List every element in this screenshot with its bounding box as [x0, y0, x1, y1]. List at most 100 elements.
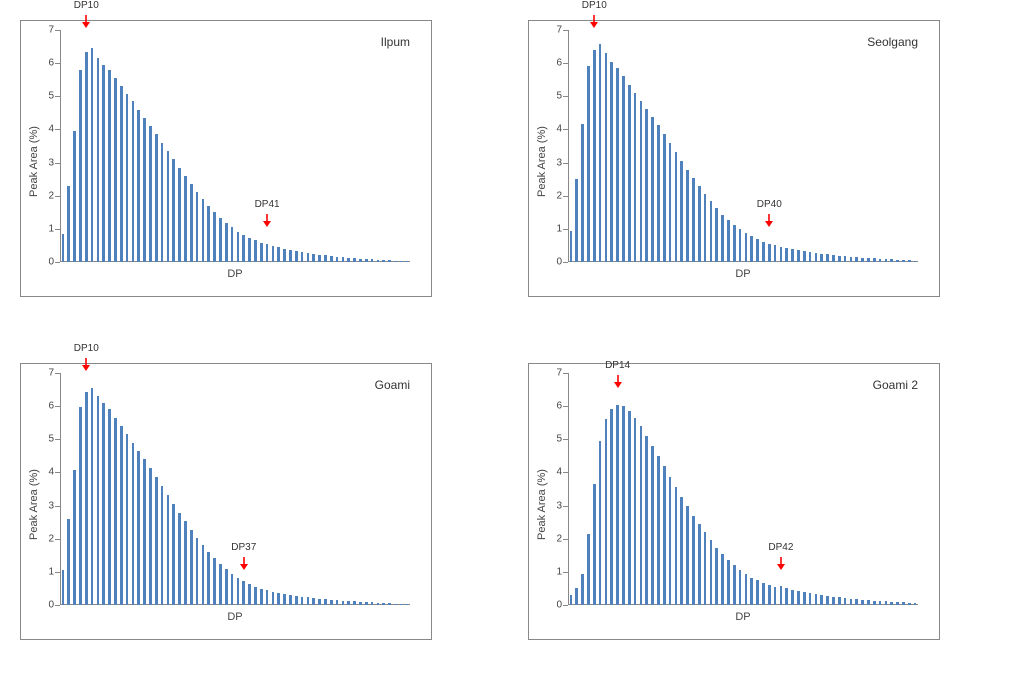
chart-panel: 01234567DP10DP40Peak Area (%)DPSeolgang [508, 0, 1016, 343]
bar [132, 101, 135, 262]
bar [353, 258, 356, 262]
bar [593, 50, 596, 262]
bar [184, 176, 187, 262]
ytick-label: 6 [34, 401, 60, 412]
bar [307, 253, 310, 262]
bar [791, 590, 794, 605]
bar [587, 534, 590, 605]
bar [167, 151, 170, 262]
bar [599, 44, 602, 262]
bar [873, 601, 876, 605]
chart-title: Ilpum [381, 35, 410, 49]
bar [120, 86, 123, 262]
bar [861, 600, 864, 605]
bar [873, 258, 876, 262]
y-axis-label: Peak Area (%) [536, 126, 548, 197]
annotation-label: DP41 [255, 199, 280, 210]
chart-title: Goami [375, 378, 410, 392]
ytick-label: 7 [34, 25, 60, 36]
bar [838, 256, 841, 262]
ytick-label: 7 [542, 368, 568, 379]
bar [768, 244, 771, 262]
bar [73, 131, 76, 262]
bar [896, 602, 899, 605]
ytick-label: 6 [34, 58, 60, 69]
ytick-label: 7 [34, 368, 60, 379]
bar [295, 596, 298, 605]
bar [149, 468, 152, 605]
bar [260, 589, 263, 605]
bar [622, 76, 625, 262]
bar [91, 388, 94, 605]
bar [295, 251, 298, 262]
annotation-label: DP42 [768, 542, 793, 553]
bar [406, 604, 409, 605]
bar [248, 584, 251, 605]
bar [172, 504, 175, 605]
bar [394, 261, 397, 262]
bar [879, 601, 882, 605]
bar [826, 254, 829, 262]
bar [605, 419, 608, 605]
bar [809, 252, 812, 262]
bar [359, 259, 362, 262]
bar [692, 178, 695, 262]
bar [587, 66, 590, 262]
ytick-label: 5 [542, 91, 568, 102]
bar [307, 597, 310, 605]
bar [750, 578, 753, 606]
bar [102, 65, 105, 262]
annotation-arrow-icon [261, 213, 273, 232]
bar [710, 540, 713, 605]
annotation-label: DP10 [74, 0, 99, 11]
ytick-label: 5 [34, 91, 60, 102]
bar [628, 411, 631, 605]
bar [756, 239, 759, 262]
bar [283, 594, 286, 605]
bar [283, 249, 286, 262]
bar [301, 252, 304, 262]
bar [225, 569, 228, 605]
y-axis-label: Peak Area (%) [28, 469, 40, 540]
bar [213, 558, 216, 605]
annotation-label: DP14 [605, 360, 630, 371]
bar [780, 247, 783, 262]
bar [599, 441, 602, 605]
bar [272, 592, 275, 605]
bar [120, 426, 123, 605]
bar [91, 48, 94, 262]
bar [855, 599, 858, 605]
bar [680, 161, 683, 262]
bar [406, 261, 409, 262]
bar [855, 257, 858, 262]
ytick-label: 5 [542, 434, 568, 445]
bar [108, 70, 111, 262]
bar [85, 52, 88, 262]
bar [680, 497, 683, 605]
bar [890, 602, 893, 605]
bar [704, 194, 707, 262]
bar [126, 434, 129, 605]
bar [803, 592, 806, 605]
bar [686, 506, 689, 605]
bar [207, 206, 210, 262]
bar [155, 134, 158, 262]
bar [645, 436, 648, 605]
plot-area: 01234567DP10DP37 [60, 373, 410, 605]
bar [330, 256, 333, 262]
bar [196, 538, 199, 605]
bar [132, 443, 135, 605]
ytick-label: 0 [34, 257, 60, 268]
annotation-arrow-icon [238, 556, 250, 575]
ytick-label: 1 [34, 566, 60, 577]
bar [330, 600, 333, 605]
bar [202, 545, 205, 605]
bar [610, 62, 613, 263]
bar [324, 255, 327, 262]
bar [914, 603, 917, 605]
bar [640, 426, 643, 605]
bar [301, 597, 304, 605]
bar [879, 259, 882, 262]
bar [114, 418, 117, 605]
bar [762, 242, 765, 262]
